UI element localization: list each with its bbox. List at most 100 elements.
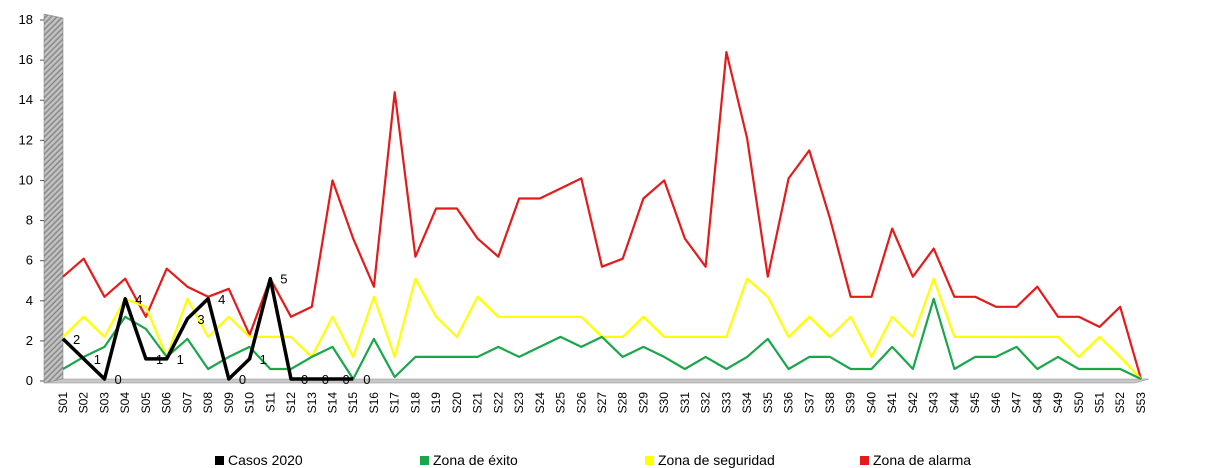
x-tick-label: S18: [408, 392, 422, 414]
x-tick-label: S13: [305, 392, 319, 414]
x-tick-label: S27: [595, 392, 609, 414]
x-tick-label: S53: [1134, 392, 1148, 414]
data-label: 0: [114, 372, 121, 387]
x-tick-label: S36: [782, 392, 796, 414]
x-tick-label: S46: [989, 392, 1003, 414]
data-label: 4: [135, 292, 142, 307]
x-tick-label: S01: [56, 392, 70, 414]
y-tick-label: 2: [26, 333, 33, 348]
data-label: 0: [301, 372, 308, 387]
y-tick-label: 14: [19, 92, 33, 107]
x-tick-label: S35: [761, 392, 775, 414]
x-tick-label: S33: [719, 392, 733, 414]
x-tick-label: S20: [450, 392, 464, 414]
legend-item-zona-alarma: Zona de alarma: [860, 452, 971, 468]
legend-swatch-zona-exito: [420, 455, 429, 465]
legend-swatch-zona-seguridad: [645, 455, 654, 465]
y-tick-label: 12: [19, 132, 33, 147]
x-tick-label: S42: [906, 392, 920, 414]
x-tick-label: S28: [616, 392, 630, 414]
chart-walls: [43, 13, 1150, 384]
x-tick-label: S05: [139, 392, 153, 414]
x-tick-label: S26: [574, 392, 588, 414]
x-tick-label: S21: [471, 392, 485, 414]
data-label: 0: [239, 372, 246, 387]
x-tick-label: S45: [968, 392, 982, 414]
x-tick-label: S31: [678, 392, 692, 414]
x-tick-label: S06: [160, 392, 174, 414]
x-tick-label: S23: [512, 392, 526, 414]
series-line-zona-de-exito: [62, 297, 1142, 381]
x-tick-label: S16: [367, 392, 381, 414]
x-tick-label: S02: [77, 392, 91, 414]
legend-item-zona-exito: Zona de éxito: [420, 452, 518, 468]
data-label: 3: [197, 312, 204, 327]
data-label: 0: [363, 372, 370, 387]
y-tick-label: 10: [19, 172, 33, 187]
legend-label-zona-exito: Zona de éxito: [433, 452, 518, 468]
data-label: 4: [218, 292, 225, 307]
y-tick-label: 16: [19, 52, 33, 67]
x-axis: S01 S02 S03 S04 S05 S06 S07 S08 S09 S10 S11 S12 S13 S…: [56, 392, 1148, 414]
y-tick-label: 18: [19, 12, 33, 27]
series-line-casos-2020: [61, 276, 354, 381]
legend-swatch-zona-alarma: [860, 455, 869, 465]
y-tick-label: 6: [26, 253, 33, 268]
x-tick-label: S11: [263, 392, 277, 413]
data-label: 2: [73, 332, 80, 347]
x-tick-label: S07: [180, 392, 194, 414]
x-tick-label: S09: [222, 392, 236, 414]
x-tick-label: S24: [533, 392, 547, 414]
y-tick-label: 8: [26, 213, 33, 228]
x-tick-label: S34: [740, 392, 754, 414]
y-axis: 0 2 4 6 8 10 12 14 16 18: [19, 12, 44, 388]
x-tick-label: S38: [823, 392, 837, 414]
x-tick-label: S25: [554, 392, 568, 414]
data-label: 1: [260, 352, 267, 367]
legend-label-casos-2020: Casos 2020: [228, 452, 303, 468]
x-tick-label: S12: [284, 392, 298, 414]
x-tick-label: S32: [699, 392, 713, 414]
x-tick-label: S04: [118, 392, 132, 414]
data-label: 1: [177, 352, 184, 367]
x-tick-label: S41: [885, 392, 899, 414]
legend-label-zona-alarma: Zona de alarma: [873, 452, 972, 468]
x-tick-label: S52: [1113, 392, 1127, 414]
legend-item-casos-2020: Casos 2020: [215, 452, 303, 468]
legend: Casos 2020 Zona de éxito Zona de segurid…: [0, 452, 1212, 468]
x-tick-label: S17: [388, 392, 402, 414]
data-label: 1: [94, 352, 101, 367]
data-label: 1: [156, 352, 163, 367]
legend-item-zona-seguridad: Zona de seguridad: [645, 452, 775, 468]
y-tick-label: 0: [26, 373, 33, 388]
data-label: 0: [322, 372, 329, 387]
x-tick-label: S14: [325, 392, 339, 414]
side-wall: [43, 13, 64, 384]
x-tick-label: S43: [927, 392, 941, 414]
x-tick-label: S29: [636, 392, 650, 414]
x-tick-label: S50: [1072, 392, 1086, 414]
x-tick-label: S51: [1093, 392, 1107, 414]
x-tick-label: S08: [201, 392, 215, 414]
x-tick-label: S30: [657, 392, 671, 414]
x-tick-label: S22: [491, 392, 505, 414]
x-tick-label: S40: [864, 392, 878, 414]
x-tick-label: S39: [844, 392, 858, 414]
x-tick-label: S44: [947, 392, 961, 414]
x-tick-label: S03: [97, 392, 111, 414]
x-tick-label: S15: [346, 392, 360, 414]
x-tick-label: S37: [802, 392, 816, 414]
series-line-zona-de-alarma: [62, 50, 1143, 380]
y-tick-label: 4: [26, 293, 33, 308]
legend-swatch-casos-2020: [215, 455, 224, 465]
x-tick-label: S48: [1030, 392, 1044, 414]
series-lines: [61, 50, 1143, 381]
x-tick-label: S49: [1051, 392, 1065, 414]
x-tick-label: S10: [243, 392, 257, 414]
floor: [43, 378, 1150, 384]
legend-label-zona-seguridad: Zona de seguridad: [658, 452, 775, 468]
x-tick-label: S47: [1010, 392, 1024, 414]
x-tick-label: S19: [429, 392, 443, 414]
